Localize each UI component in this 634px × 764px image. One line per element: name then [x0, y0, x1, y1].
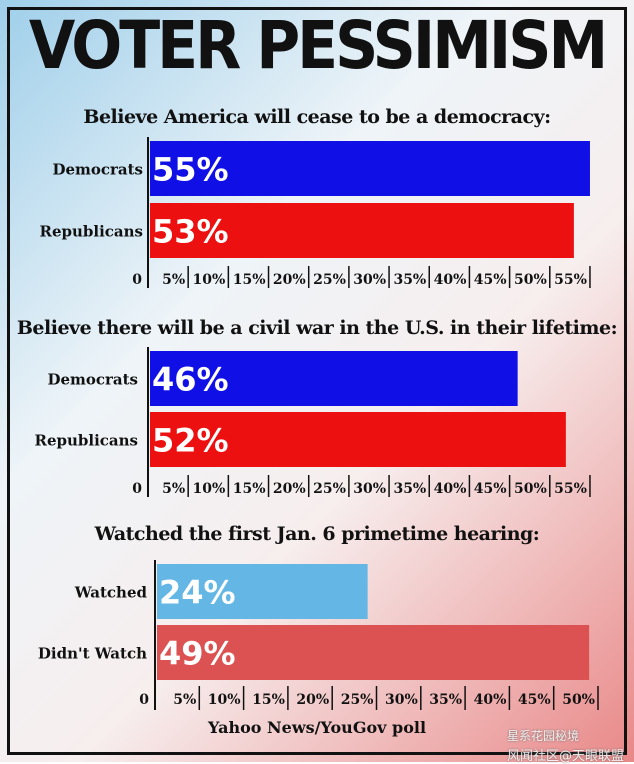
tick-label: 55%	[554, 481, 587, 497]
tick-label: 45%	[518, 692, 551, 708]
main-title: VOTER PESSIMISM	[28, 7, 608, 85]
bar-2-0	[157, 564, 368, 619]
tick-label: 30%	[353, 272, 386, 288]
bar-value-label: 49%	[159, 635, 236, 673]
tick-label: 30%	[353, 481, 386, 497]
tick-label: 40%	[474, 692, 507, 708]
chart-2: 24% Watched 49% Didn't Watch 0 5% 10% 15% 20% 25%…	[38, 560, 599, 710]
source-credit: Yahoo News/YouGov poll	[207, 718, 427, 737]
bar-2-1	[157, 625, 590, 680]
bar-0-0	[150, 141, 590, 196]
tick-label: 0	[132, 272, 142, 288]
tick-label: 5%	[162, 272, 185, 288]
tick-label: 35%	[429, 692, 462, 708]
tick-label: 20%	[296, 692, 329, 708]
tick-label: 40%	[434, 481, 467, 497]
tick-label: 25%	[341, 692, 374, 708]
tick-label: 35%	[393, 481, 426, 497]
tick-label: 45%	[474, 481, 507, 497]
tick-label: 40%	[434, 272, 467, 288]
tick-label: 5%	[173, 692, 196, 708]
tick-label: 15%	[252, 692, 285, 708]
bar-1-0	[150, 351, 518, 406]
tick-label: 10%	[193, 272, 226, 288]
bar-value-label: 55%	[152, 151, 229, 189]
chart-1: 46% Democrats 52% Republicans 0 5% 10% 15% 20% 25…	[35, 347, 591, 497]
chart-title-democracy: Believe America will cease to be a democ…	[83, 106, 551, 128]
tick-label: 10%	[193, 481, 226, 497]
tick-label: 45%	[474, 272, 507, 288]
tick-label: 50%	[514, 481, 547, 497]
watermark-text: 风闻社区@天眼联盟	[506, 749, 624, 764]
category-label: Democrats	[47, 371, 138, 389]
tick-label: 35%	[393, 272, 426, 288]
bar-value-label: 53%	[152, 213, 229, 251]
tick-label: 10%	[208, 692, 241, 708]
bar-value-label: 52%	[152, 422, 229, 460]
watermark: 星系花园秘境 风闻社区@天眼联盟	[507, 727, 624, 764]
tick-label: 55%	[554, 272, 587, 288]
category-label: Didn't Watch	[38, 645, 147, 663]
tick-label: 0	[139, 692, 149, 708]
tick-label: 5%	[162, 481, 185, 497]
tick-label: 30%	[385, 692, 418, 708]
watermark-logo-text: 星系花园秘境	[506, 729, 579, 743]
tick-label: 50%	[562, 692, 595, 708]
tick-label: 15%	[233, 272, 266, 288]
tick-label: 25%	[313, 272, 346, 288]
tick-label: 20%	[273, 481, 306, 497]
bar-value-label: 24%	[159, 574, 236, 612]
bar-1-1	[150, 412, 566, 467]
tick-label: 0	[132, 481, 142, 497]
category-label: Republicans	[40, 223, 144, 241]
category-label: Republicans	[35, 432, 139, 450]
bar-0-1	[150, 203, 574, 258]
bar-value-label: 46%	[152, 361, 229, 399]
chart-title-hearing: Watched the first Jan. 6 primetime heari…	[94, 523, 540, 545]
tick-label: 25%	[313, 481, 346, 497]
category-label: Democrats	[52, 161, 143, 179]
tick-label: 15%	[233, 481, 266, 497]
tick-label: 50%	[514, 272, 547, 288]
tick-label: 20%	[273, 272, 306, 288]
chart-0: 55% Democrats 53% Republicans 0 5% 10% 15% 20% 25…	[40, 137, 591, 288]
border-frame	[7, 7, 627, 755]
chart-title-civil-war: Believe there will be a civil war in the…	[16, 317, 618, 339]
category-label: Watched	[74, 584, 148, 602]
